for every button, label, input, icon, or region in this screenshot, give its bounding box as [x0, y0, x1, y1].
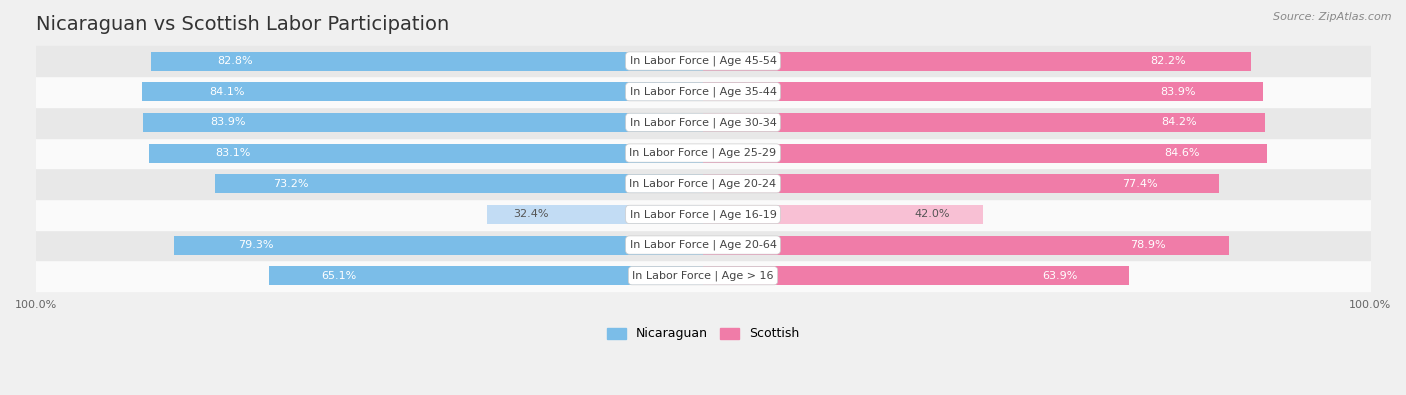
Bar: [703, 205, 983, 224]
Text: In Labor Force | Age 35-44: In Labor Force | Age 35-44: [630, 87, 776, 97]
Bar: [174, 235, 703, 254]
Text: 83.9%: 83.9%: [1160, 87, 1195, 97]
Text: 84.1%: 84.1%: [209, 87, 245, 97]
Bar: [150, 51, 703, 71]
Text: 83.1%: 83.1%: [215, 148, 250, 158]
Bar: [215, 174, 703, 193]
Bar: [703, 266, 1129, 285]
Bar: [142, 82, 703, 101]
Text: 82.8%: 82.8%: [217, 56, 253, 66]
Text: 65.1%: 65.1%: [321, 271, 356, 281]
Text: Source: ZipAtlas.com: Source: ZipAtlas.com: [1274, 12, 1392, 22]
Bar: [143, 113, 703, 132]
Text: 73.2%: 73.2%: [273, 179, 309, 189]
Text: 84.2%: 84.2%: [1161, 117, 1197, 127]
Text: 77.4%: 77.4%: [1122, 179, 1157, 189]
Bar: [149, 143, 703, 163]
Bar: [486, 205, 703, 224]
Text: In Labor Force | Age 20-64: In Labor Force | Age 20-64: [630, 240, 776, 250]
Text: In Labor Force | Age 30-34: In Labor Force | Age 30-34: [630, 117, 776, 128]
Text: 63.9%: 63.9%: [1043, 271, 1078, 281]
Text: In Labor Force | Age 16-19: In Labor Force | Age 16-19: [630, 209, 776, 220]
Text: 42.0%: 42.0%: [914, 209, 949, 219]
Text: 79.3%: 79.3%: [238, 240, 273, 250]
Bar: [703, 235, 1229, 254]
Text: 32.4%: 32.4%: [513, 209, 548, 219]
Text: In Labor Force | Age 25-29: In Labor Force | Age 25-29: [630, 148, 776, 158]
Text: 82.2%: 82.2%: [1150, 56, 1185, 66]
Bar: [703, 51, 1251, 71]
Bar: [703, 174, 1219, 193]
Bar: [703, 143, 1267, 163]
Text: In Labor Force | Age 45-54: In Labor Force | Age 45-54: [630, 56, 776, 66]
Text: 83.9%: 83.9%: [211, 117, 246, 127]
Bar: [703, 82, 1263, 101]
Text: 78.9%: 78.9%: [1130, 240, 1166, 250]
Bar: [703, 113, 1264, 132]
Bar: [269, 266, 703, 285]
Text: In Labor Force | Age > 16: In Labor Force | Age > 16: [633, 271, 773, 281]
Text: In Labor Force | Age 20-24: In Labor Force | Age 20-24: [630, 179, 776, 189]
Text: 84.6%: 84.6%: [1164, 148, 1199, 158]
Text: Nicaraguan vs Scottish Labor Participation: Nicaraguan vs Scottish Labor Participati…: [37, 15, 450, 34]
Legend: Nicaraguan, Scottish: Nicaraguan, Scottish: [602, 322, 804, 345]
